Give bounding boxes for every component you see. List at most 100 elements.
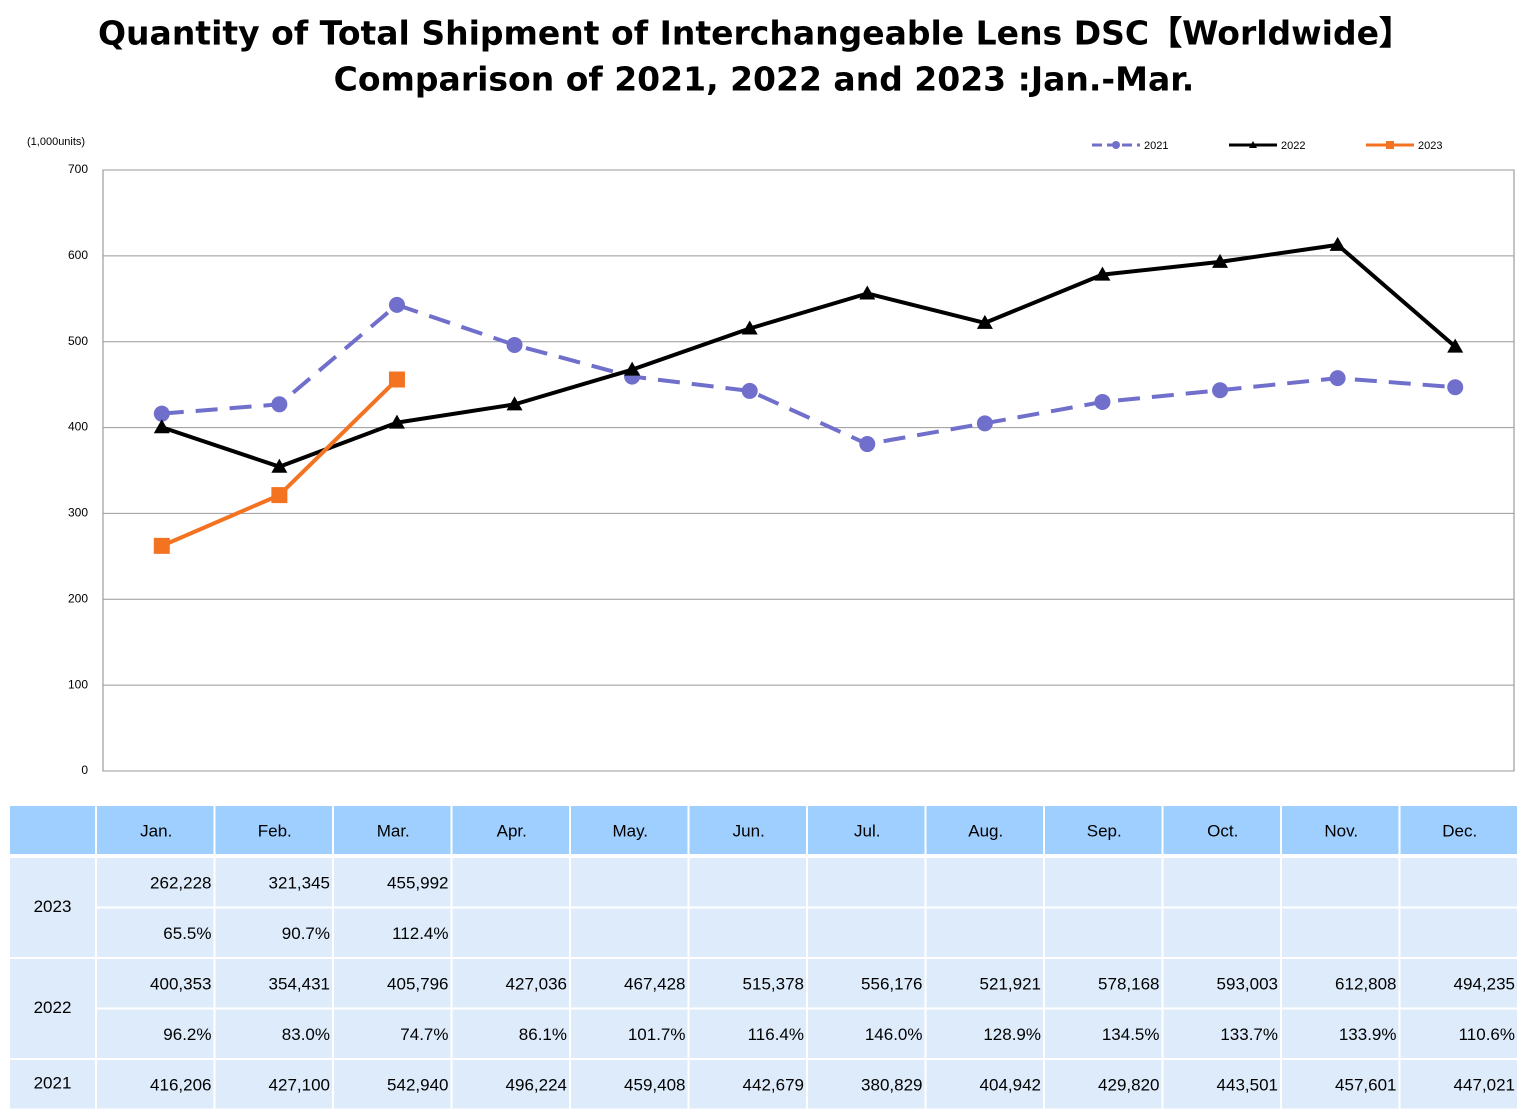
table-cell (215, 959, 332, 1008)
legend-marker (1249, 141, 1257, 148)
table-header-cell (452, 806, 569, 854)
marker (506, 396, 523, 411)
marker (1094, 393, 1111, 410)
table-value: 416,206 (150, 1075, 211, 1094)
table-cell (215, 1009, 332, 1058)
table-cell (452, 1060, 569, 1109)
marker (859, 285, 876, 300)
table-cell (689, 1060, 806, 1109)
marker (1094, 266, 1111, 281)
table-cell (452, 858, 569, 907)
table-value: 128.9% (983, 1025, 1041, 1044)
table-cell (1282, 959, 1399, 1008)
table-value: 429,820 (1098, 1075, 1159, 1094)
table-cell (215, 908, 332, 957)
table-cell (926, 1060, 1043, 1109)
y-tick-label: 200 (68, 591, 88, 605)
table-cell (808, 1009, 925, 1058)
table-value: 578,168 (1098, 974, 1159, 993)
table-row-label-cell (10, 1060, 95, 1109)
table-row-label: 2023 (34, 897, 72, 916)
table-row-label: 2022 (34, 998, 72, 1017)
table-value: 74.7% (400, 1025, 448, 1044)
y-tick-label: 600 (68, 248, 88, 262)
table-header: Apr. (497, 821, 527, 840)
table-cell (808, 908, 925, 957)
table-cell (334, 858, 451, 907)
table-cell (1045, 1060, 1162, 1109)
table-cell (808, 1060, 925, 1109)
table-header: Nov. (1324, 821, 1358, 840)
table-value: 427,100 (269, 1075, 330, 1094)
table-cell (452, 908, 569, 957)
table-value: 556,176 (861, 974, 922, 993)
table-cell (689, 858, 806, 907)
table-row-label: 2021 (34, 1074, 72, 1093)
marker (388, 414, 405, 429)
table-cell (808, 959, 925, 1008)
table-cell (97, 959, 214, 1008)
table-value: 521,921 (980, 974, 1041, 993)
table-header-cell (571, 806, 688, 854)
table-cell (926, 858, 1043, 907)
legend-label: 2021 (1144, 140, 1168, 152)
table-header: Aug. (968, 821, 1003, 840)
table-header-cell (215, 806, 332, 854)
table-value: 467,428 (624, 974, 685, 993)
table-value: 515,378 (743, 974, 804, 993)
legend-marker (1112, 141, 1120, 149)
table-cell (689, 908, 806, 957)
table-header-cell (1400, 806, 1517, 854)
marker (153, 537, 170, 554)
table-value: 494,235 (1454, 974, 1515, 993)
table-cell (1163, 959, 1280, 1008)
table-header: Mar. (377, 821, 410, 840)
table-value: 442,679 (743, 1075, 804, 1094)
marker (388, 296, 405, 313)
table-value: 116.4% (748, 1025, 804, 1044)
table-value: 112.4% (392, 924, 448, 943)
table-header: Dec. (1442, 821, 1477, 840)
table-value: 380,829 (861, 1075, 922, 1094)
marker (1212, 253, 1229, 268)
table-cell (1282, 908, 1399, 957)
marker (976, 415, 993, 432)
table-cell (1045, 858, 1162, 907)
table-cell (689, 1009, 806, 1058)
table-cell (334, 908, 451, 957)
series-line (161, 242, 1457, 469)
legend-marker (1386, 141, 1394, 149)
table-header: Feb. (258, 821, 292, 840)
table-value: 404,942 (980, 1075, 1041, 1094)
table-value: 65.5% (163, 924, 211, 943)
table-cell (571, 959, 688, 1008)
table-header-cell (334, 806, 451, 854)
table-header: Oct. (1207, 821, 1238, 840)
table-cell (1282, 1060, 1399, 1109)
table-header-cell (926, 806, 1043, 854)
table-cell (1282, 858, 1399, 907)
table-cell (571, 1009, 688, 1058)
marker (1447, 379, 1464, 396)
table-cell (1163, 858, 1280, 907)
marker (271, 487, 288, 504)
table-cell (334, 1009, 451, 1058)
table-header: Jul. (854, 821, 880, 840)
table-cell (571, 908, 688, 957)
table-value: 134.5% (1102, 1025, 1160, 1044)
marker (1329, 370, 1346, 387)
table-cell (97, 908, 214, 957)
table-cell (571, 1060, 688, 1109)
table-value: 146.0% (865, 1025, 923, 1044)
table-value: 400,353 (150, 974, 211, 993)
table-header-cell (689, 806, 806, 854)
marker (271, 396, 288, 413)
y-tick-label: 500 (68, 334, 88, 348)
table-cell (97, 1009, 214, 1058)
chart-subtitle: Comparison of 2021, 2022 and 2023 :Jan.-… (334, 60, 1195, 99)
table-header-cell (10, 806, 95, 854)
table-cell (215, 1060, 332, 1109)
table-cell (334, 959, 451, 1008)
table-cell (1282, 1009, 1399, 1058)
table-header-cell (1282, 806, 1399, 854)
